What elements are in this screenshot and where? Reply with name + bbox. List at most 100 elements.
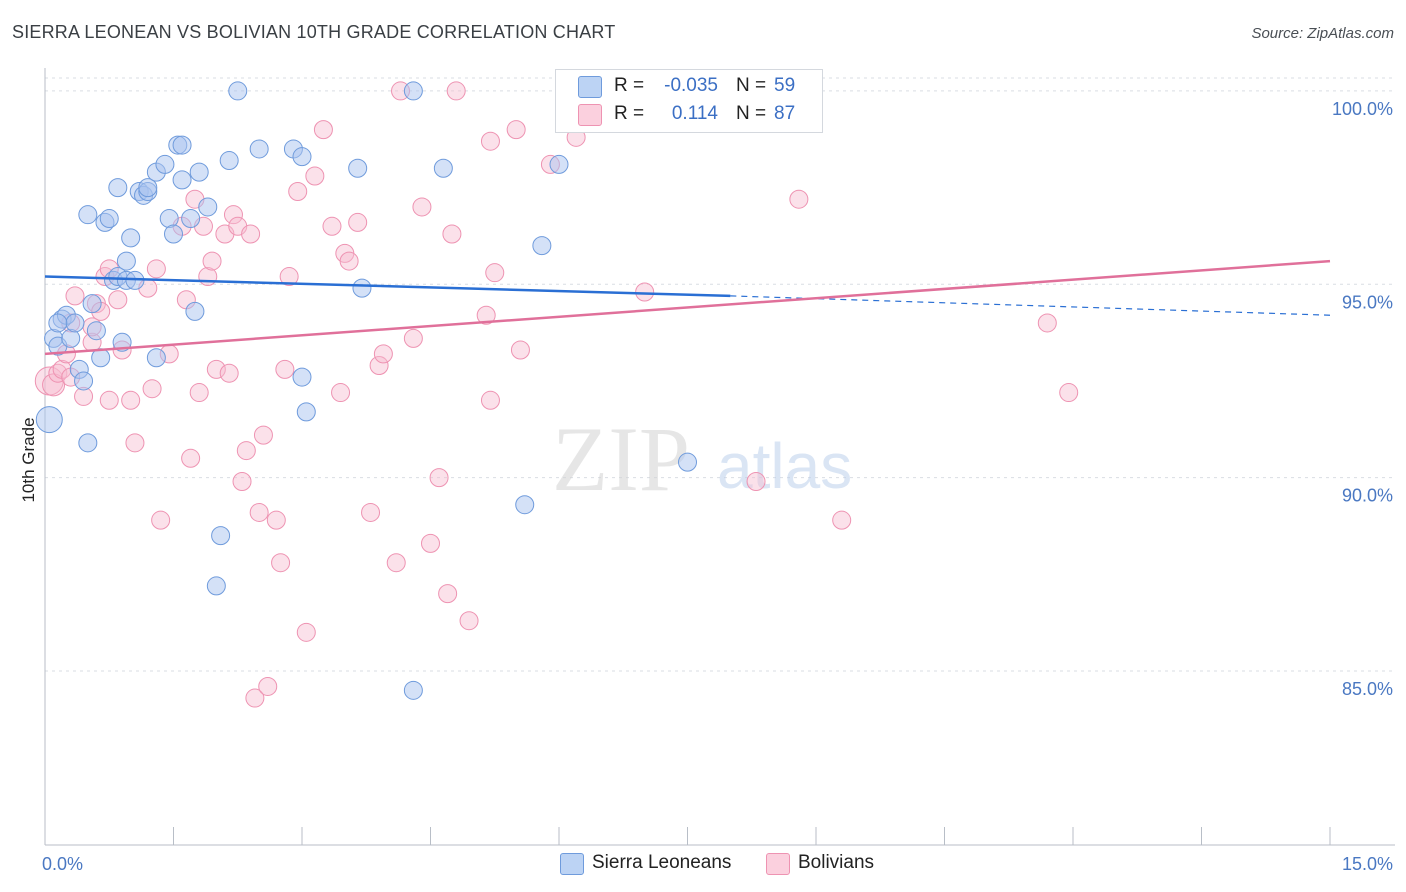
point-bolivians xyxy=(429,468,449,488)
point-sierra-leoneans xyxy=(35,406,63,434)
legend-n-label: N = xyxy=(736,75,767,96)
point-bolivians xyxy=(202,251,222,271)
point-bolivians xyxy=(296,622,316,642)
legend-r-label: R = xyxy=(614,103,645,124)
point-sierra-leoneans xyxy=(189,162,209,182)
point-bolivians xyxy=(476,305,496,325)
point-bolivians xyxy=(386,553,406,573)
point-sierra-leoneans xyxy=(99,209,119,229)
point-bolivians xyxy=(121,390,141,410)
trend-line-sierra-leoneans-extension xyxy=(730,295,1331,316)
legend-row-sierra-leoneans: R = -0.035 N = 59 xyxy=(556,74,822,100)
point-bolivians xyxy=(446,81,466,101)
point-bolivians xyxy=(442,224,462,244)
point-sierra-leoneans xyxy=(82,294,102,314)
x-tick-label: 0.0% xyxy=(42,854,83,874)
point-bolivians xyxy=(99,390,119,410)
trend-line-bolivians xyxy=(44,259,1331,356)
point-bolivians xyxy=(146,259,166,279)
point-bolivians xyxy=(288,181,308,201)
point-sierra-leoneans xyxy=(121,228,141,248)
point-bolivians xyxy=(275,359,295,379)
legend-n-value: 59 xyxy=(774,75,796,96)
point-bolivians xyxy=(369,355,389,375)
legend-r-value: 0.114 xyxy=(671,103,718,124)
watermark: ZIP atlas xyxy=(552,408,852,510)
point-bolivians xyxy=(236,441,256,461)
point-bolivians xyxy=(241,224,261,244)
point-bolivians xyxy=(266,510,286,530)
point-bolivians xyxy=(412,197,432,217)
point-bolivians xyxy=(403,328,423,348)
legend-r-value: -0.035 xyxy=(664,75,718,96)
point-sierra-leoneans xyxy=(155,154,175,174)
point-bolivians xyxy=(746,472,766,492)
point-bolivians xyxy=(361,502,381,522)
point-sierra-leoneans xyxy=(292,367,312,387)
point-sierra-leoneans xyxy=(116,251,136,271)
legend-n-label: N = xyxy=(736,103,767,124)
legend-label: Sierra Leoneans xyxy=(592,852,732,873)
point-bolivians xyxy=(253,425,273,445)
point-bolivians xyxy=(181,448,201,468)
point-bolivians xyxy=(279,267,299,287)
point-sierra-leoneans xyxy=(678,452,697,472)
point-bolivians xyxy=(331,383,351,403)
point-bolivians xyxy=(480,390,500,410)
watermark-zip: ZIP xyxy=(552,408,690,510)
point-sierra-leoneans xyxy=(549,154,569,174)
tick-labels: 85.0% 90.0% 95.0% 100.0% 0.0% 15.0% xyxy=(42,99,1393,874)
point-bolivians xyxy=(373,344,393,364)
point-sierra-leoneans xyxy=(172,170,192,190)
point-bolivians xyxy=(108,290,128,310)
legend-swatch-pink xyxy=(578,104,602,126)
point-bolivians xyxy=(438,584,458,604)
point-bolivians xyxy=(421,533,440,553)
point-sierra-leoneans xyxy=(515,495,535,515)
point-sierra-leoneans xyxy=(78,433,98,453)
y-tick-label: 90.0% xyxy=(1342,486,1393,506)
point-sierra-leoneans xyxy=(86,321,106,341)
point-bolivians xyxy=(305,166,325,186)
legend-n-value: 87 xyxy=(774,103,796,124)
trend-lines xyxy=(44,259,1331,356)
legend-r-label: R = xyxy=(614,75,645,96)
point-bolivians xyxy=(219,363,239,383)
axes xyxy=(44,68,1395,846)
point-sierra-leoneans xyxy=(403,81,423,101)
point-bolivians xyxy=(459,611,479,631)
point-bolivians xyxy=(313,120,333,140)
point-sierra-leoneans xyxy=(228,81,248,101)
trend-line-sierra-leoneans xyxy=(44,275,731,298)
point-bolivians xyxy=(348,212,368,232)
legend-label: Bolivians xyxy=(798,852,875,873)
point-sierra-leoneans xyxy=(146,348,166,368)
point-sierra-leoneans xyxy=(108,178,128,198)
gridlines xyxy=(45,77,1395,672)
source-label: Source: ZipAtlas.com xyxy=(1251,25,1394,42)
point-sierra-leoneans xyxy=(206,576,226,596)
point-sierra-leoneans xyxy=(48,313,68,333)
point-bolivians xyxy=(832,510,852,530)
point-bolivians xyxy=(635,282,655,302)
point-sierra-leoneans xyxy=(198,197,218,217)
point-sierra-leoneans xyxy=(185,301,205,321)
legend-swatch-pink xyxy=(766,853,790,875)
point-sierra-leoneans xyxy=(74,371,94,391)
point-bolivians xyxy=(339,251,359,271)
series-sierra-leoneans-points xyxy=(35,81,697,700)
point-sierra-leoneans xyxy=(433,158,453,178)
point-sierra-leoneans xyxy=(296,402,316,422)
legend-row-bolivians: R = 0.114 N = 87 xyxy=(556,102,822,128)
point-bolivians xyxy=(223,205,243,225)
point-bolivians xyxy=(206,359,226,379)
point-sierra-leoneans xyxy=(532,236,552,256)
point-sierra-leoneans xyxy=(78,205,98,225)
correlation-legend: R = -0.035 N = 59 R = 0.114 N = 87 xyxy=(555,69,823,133)
point-bolivians xyxy=(249,502,269,522)
point-bolivians xyxy=(789,189,809,209)
y-tick-label: 100.0% xyxy=(1332,99,1393,119)
point-bolivians xyxy=(245,688,265,708)
point-bolivians xyxy=(510,340,530,360)
